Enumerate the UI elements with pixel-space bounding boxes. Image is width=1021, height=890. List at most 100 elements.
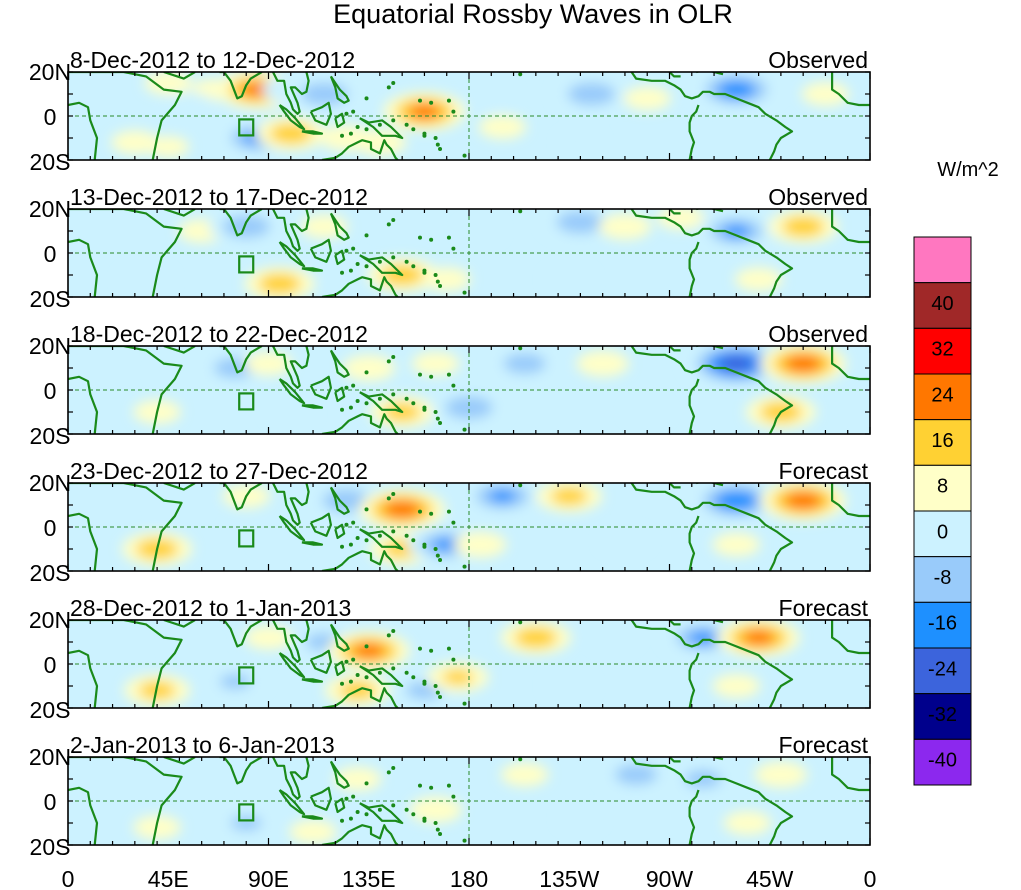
coastline xyxy=(321,550,399,571)
anomaly-contour xyxy=(411,351,460,376)
coastline xyxy=(219,757,263,785)
island-marker xyxy=(422,405,427,410)
anomaly-contour xyxy=(180,772,223,795)
anomaly-contour xyxy=(556,210,605,234)
lon-label: 45E xyxy=(148,866,189,890)
island-marker xyxy=(429,100,434,105)
anomaly-contour xyxy=(717,80,755,99)
coastline xyxy=(668,346,681,352)
coastline xyxy=(359,391,404,414)
lat-label: 20N xyxy=(29,607,71,633)
island-marker xyxy=(433,410,438,414)
coastline xyxy=(831,209,870,244)
island-marker xyxy=(377,122,382,127)
colorbar-box xyxy=(913,510,972,558)
island-marker xyxy=(433,547,438,551)
coastline xyxy=(359,117,404,140)
island-marker xyxy=(451,657,456,662)
coastline xyxy=(301,678,324,683)
lon-label: 135E xyxy=(342,866,396,890)
island-marker xyxy=(422,679,427,684)
island-marker xyxy=(377,670,382,675)
coastline xyxy=(68,72,183,160)
anomaly-contour xyxy=(453,531,507,558)
island-marker xyxy=(462,290,467,295)
island-marker xyxy=(386,770,391,775)
anomaly-contour xyxy=(801,82,850,106)
island-marker xyxy=(429,374,434,379)
panel-date-range: 13-Dec-2012 to 17-Dec-2012 xyxy=(70,184,368,210)
coastline xyxy=(334,112,346,129)
colorbar-box xyxy=(913,419,972,466)
island-marker xyxy=(348,542,353,547)
island-marker xyxy=(364,264,369,269)
island-marker xyxy=(422,131,427,136)
island-marker xyxy=(404,122,409,127)
coastline xyxy=(831,620,870,655)
island-marker xyxy=(509,479,513,483)
island-marker xyxy=(435,553,440,558)
lon-label: 180 xyxy=(450,866,488,890)
colorbar-box xyxy=(913,373,972,421)
anomaly-contour xyxy=(656,209,705,230)
island-marker xyxy=(446,372,451,377)
anomaly-contour xyxy=(467,82,515,106)
coastline xyxy=(831,346,870,381)
coastline xyxy=(272,757,310,800)
coastline xyxy=(272,620,310,663)
coastline xyxy=(329,75,350,104)
anomaly-contour xyxy=(626,401,669,423)
coastline xyxy=(278,515,306,542)
anomaly-contour xyxy=(356,811,404,835)
island-marker xyxy=(340,407,345,412)
anomaly-contour xyxy=(550,487,588,506)
lat-label: 20N xyxy=(29,333,71,359)
anomaly-contour xyxy=(623,86,671,111)
island-marker xyxy=(411,264,416,269)
island-marker xyxy=(340,681,345,686)
island-marker xyxy=(433,136,438,140)
coastline xyxy=(309,649,332,674)
lat-label: 0 xyxy=(44,652,57,678)
island-marker xyxy=(417,646,422,651)
island-marker xyxy=(404,533,409,538)
anomaly-contour xyxy=(255,528,304,553)
anomaly-contour xyxy=(408,104,441,120)
anomaly-contour xyxy=(576,350,629,377)
anomaly-contour xyxy=(712,532,761,557)
coastline xyxy=(163,72,196,80)
lat-label: 20N xyxy=(29,744,71,770)
anomaly-contour xyxy=(267,400,315,424)
anomaly-contour xyxy=(119,266,173,293)
anomaly-contour xyxy=(782,216,825,237)
anomaly-contour xyxy=(567,82,616,106)
island-marker xyxy=(518,209,523,214)
island-marker xyxy=(355,536,360,540)
island-marker xyxy=(404,259,409,264)
colorbar-box xyxy=(913,556,972,603)
panel: 20N 0 20S 13-Dec-2012 to 17-Dec-2012 Observe… xyxy=(29,184,871,312)
anomaly-contour xyxy=(734,267,783,292)
coastline xyxy=(278,652,306,679)
anomaly-contour xyxy=(514,627,557,648)
coastline xyxy=(329,212,350,241)
lon-label: 90W xyxy=(646,866,694,890)
island-marker xyxy=(435,416,440,421)
island-marker xyxy=(355,399,360,403)
island-marker xyxy=(411,127,416,132)
island-marker xyxy=(364,370,369,375)
coastline xyxy=(688,652,700,708)
colorbar-box xyxy=(913,236,972,284)
island-marker xyxy=(462,701,467,706)
coastline xyxy=(278,789,306,816)
panel: 20N 0 20S 18-Dec-2012 to 22-Dec-2012 Observe… xyxy=(29,321,871,449)
colorbar-box xyxy=(913,327,972,375)
coastline xyxy=(301,404,324,409)
island-marker xyxy=(429,237,434,242)
coastline xyxy=(688,515,700,571)
island-marker xyxy=(344,659,349,664)
island-marker xyxy=(462,838,467,843)
island-marker xyxy=(433,684,438,688)
coastline xyxy=(68,786,99,845)
